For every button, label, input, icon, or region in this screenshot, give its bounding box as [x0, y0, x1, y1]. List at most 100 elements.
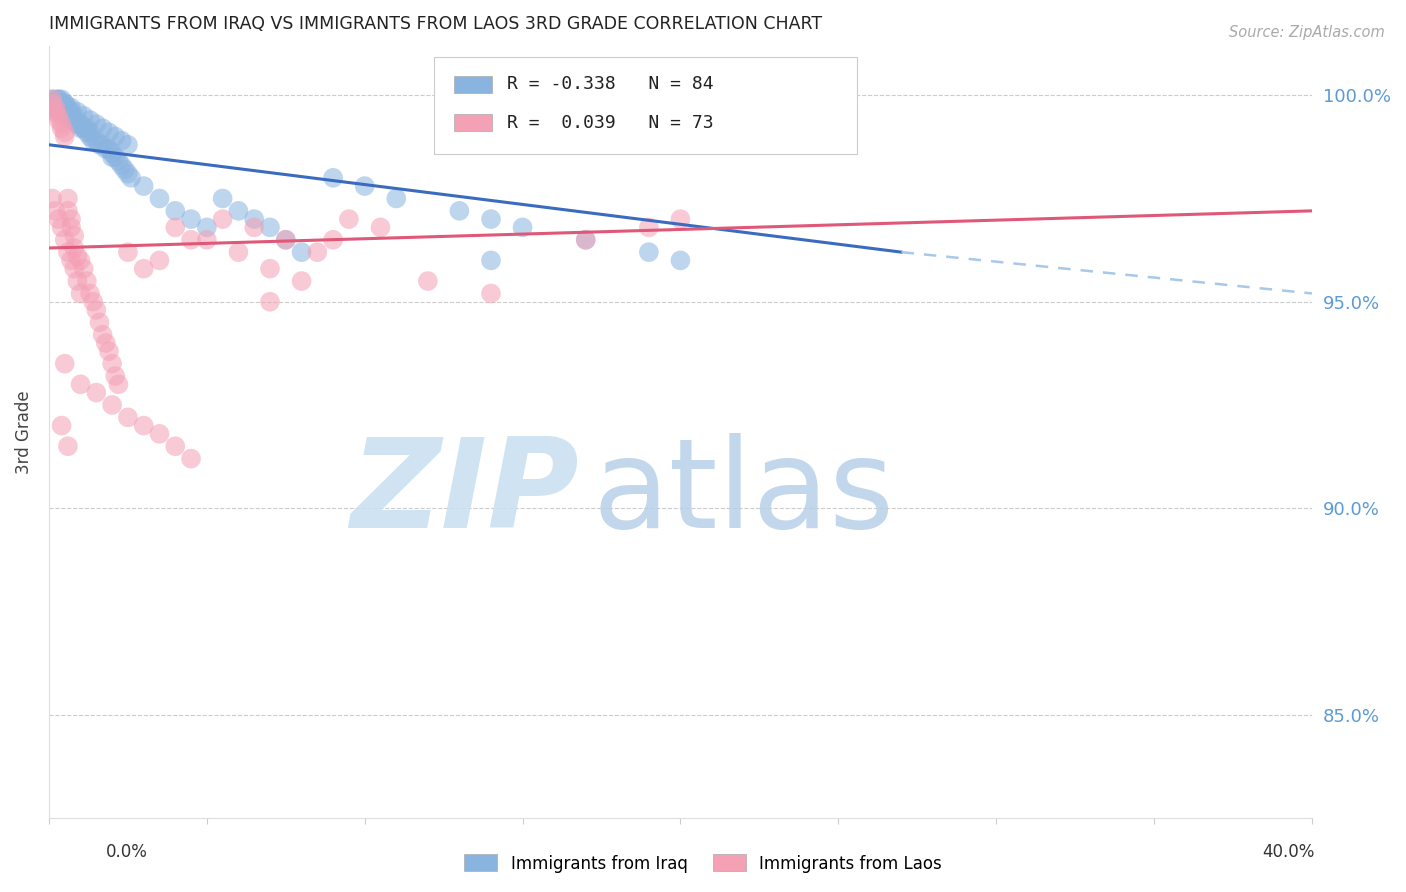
- Point: [290, 245, 312, 260]
- Point: [60, 104, 83, 119]
- Point: [51, 104, 73, 119]
- Point: [48, 113, 70, 128]
- Point: [51, 418, 73, 433]
- Point: [180, 212, 202, 227]
- Point: [60, 101, 83, 115]
- Point: [63, 228, 86, 243]
- Point: [101, 357, 124, 371]
- Point: [73, 109, 96, 123]
- Point: [73, 121, 96, 136]
- Point: [51, 96, 73, 111]
- Point: [637, 220, 659, 235]
- Point: [104, 150, 127, 164]
- Point: [86, 134, 108, 148]
- Point: [211, 191, 233, 205]
- Text: R = -0.338   N = 84: R = -0.338 N = 84: [508, 75, 714, 94]
- Point: [148, 426, 170, 441]
- Point: [56, 109, 79, 123]
- Point: [79, 113, 101, 128]
- Bar: [454, 114, 492, 131]
- Point: [53, 129, 76, 144]
- Point: [195, 220, 218, 235]
- Point: [56, 104, 79, 119]
- Point: [101, 398, 124, 412]
- Y-axis label: 3rd Grade: 3rd Grade: [15, 390, 32, 474]
- Point: [63, 113, 86, 128]
- Point: [53, 357, 76, 371]
- Point: [44, 203, 66, 218]
- Point: [94, 142, 117, 156]
- Point: [51, 101, 73, 115]
- Point: [69, 121, 91, 136]
- Point: [60, 220, 83, 235]
- Point: [575, 233, 598, 247]
- Point: [117, 167, 139, 181]
- Point: [44, 104, 66, 119]
- Point: [48, 104, 70, 119]
- Point: [56, 245, 79, 260]
- Point: [69, 377, 91, 392]
- Point: [48, 101, 70, 115]
- Point: [117, 137, 139, 152]
- Point: [73, 121, 96, 136]
- Point: [228, 245, 250, 260]
- Point: [132, 179, 155, 194]
- Text: Source: ZipAtlas.com: Source: ZipAtlas.com: [1229, 25, 1385, 40]
- Point: [86, 117, 108, 131]
- Point: [48, 109, 70, 123]
- Legend: Immigrants from Iraq, Immigrants from Laos: Immigrants from Iraq, Immigrants from La…: [457, 847, 949, 880]
- Point: [53, 109, 76, 123]
- Point: [370, 220, 392, 235]
- Point: [41, 96, 63, 111]
- Point: [76, 121, 98, 136]
- Text: atlas: atlas: [592, 434, 894, 554]
- Point: [66, 104, 89, 119]
- Point: [290, 274, 312, 288]
- Point: [165, 220, 187, 235]
- Point: [73, 261, 96, 276]
- Point: [69, 286, 91, 301]
- Point: [63, 109, 86, 123]
- Point: [307, 245, 329, 260]
- Point: [97, 344, 120, 359]
- Point: [79, 129, 101, 144]
- Point: [82, 294, 104, 309]
- Point: [69, 253, 91, 268]
- Point: [259, 294, 281, 309]
- Point: [669, 212, 692, 227]
- Point: [56, 101, 79, 115]
- Text: 40.0%: 40.0%: [1263, 843, 1315, 861]
- Point: [51, 121, 73, 136]
- Point: [243, 220, 266, 235]
- Point: [243, 212, 266, 227]
- Point: [575, 233, 598, 247]
- Point: [148, 253, 170, 268]
- Point: [110, 158, 132, 172]
- Point: [53, 101, 76, 115]
- Point: [91, 121, 114, 136]
- Point: [86, 385, 108, 400]
- Point: [91, 137, 114, 152]
- Point: [479, 253, 502, 268]
- Point: [53, 233, 76, 247]
- Point: [76, 125, 98, 139]
- Point: [165, 203, 187, 218]
- Point: [66, 117, 89, 131]
- Point: [89, 315, 111, 329]
- Point: [79, 125, 101, 139]
- Point: [259, 220, 281, 235]
- Point: [132, 418, 155, 433]
- Point: [56, 191, 79, 205]
- Point: [165, 439, 187, 453]
- Point: [60, 253, 83, 268]
- Point: [63, 261, 86, 276]
- Point: [44, 101, 66, 115]
- Point: [48, 92, 70, 106]
- Point: [63, 113, 86, 128]
- Point: [44, 101, 66, 115]
- Point: [41, 92, 63, 106]
- Point: [44, 96, 66, 111]
- Point: [117, 410, 139, 425]
- Point: [48, 212, 70, 227]
- Point: [107, 154, 129, 169]
